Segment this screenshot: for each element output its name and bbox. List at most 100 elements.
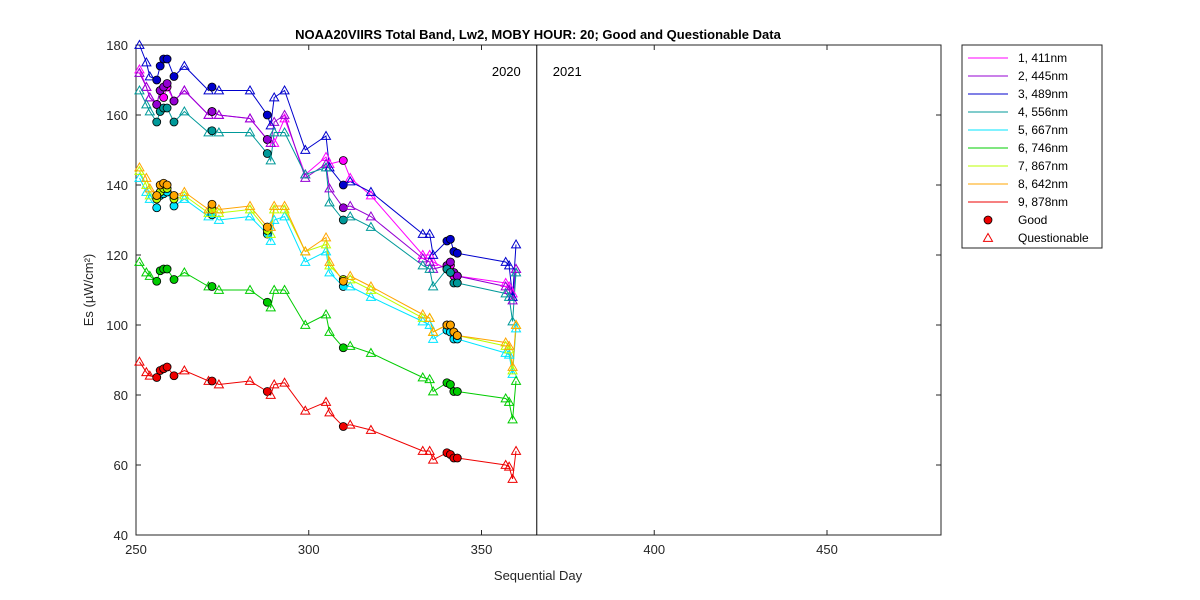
legend-label-9: 9, 878nm [1018,195,1068,209]
data-point-questionable [299,168,311,179]
data-point-questionable [503,340,515,350]
data-point-questionable [265,389,277,399]
data-point-questionable [134,161,145,172]
year-label-2020: 2020 [492,64,521,79]
data-point-good [152,276,162,286]
data-point-questionable [427,454,439,464]
data-point-questionable [507,413,518,424]
data-point-good [162,54,172,64]
data-point-questionable [320,231,332,242]
data-point-questionable [500,277,512,287]
data-point-questionable [417,249,429,259]
data-point-questionable [365,424,377,434]
data-point-questionable [503,461,515,471]
data-point-questionable [213,109,225,119]
data-point-questionable [268,378,280,389]
data-point-questionable [279,284,290,294]
data-point-good [452,248,462,258]
data-point-good [207,199,217,209]
data-point-good [152,117,162,127]
data-point-good [162,264,172,274]
data-point-questionable [134,256,145,266]
data-point-questionable [268,116,280,126]
data-point-good [452,387,462,396]
data-point-questionable [268,284,280,294]
y-tick-label: 60 [114,458,128,473]
data-point-questionable [179,266,190,277]
data-point-questionable [141,172,152,182]
data-point-questionable [244,375,256,385]
data-point-good [162,103,172,113]
data-point-questionable [213,84,225,95]
legend-label-1: 1, 411nm [1018,51,1067,65]
data-point-questionable [265,154,277,165]
data-point-questionable [244,200,256,210]
y-tick-label: 140 [106,178,128,193]
data-point-questionable [344,340,356,350]
legend-label-7: 7, 867nm [1018,159,1068,173]
data-point-questionable [299,144,311,154]
legend-good-marker [983,215,993,225]
data-point-questionable [213,203,225,214]
data-point-questionable [365,210,377,221]
year-label-2021: 2021 [553,64,582,79]
data-point-questionable [179,186,190,196]
data-point-questionable [417,308,429,319]
x-axis-label: Sequential Day [494,568,583,583]
data-point-questionable [424,319,436,329]
legend-questionable-marker [982,232,994,242]
data-point-good [152,100,162,109]
data-point-questionable [141,266,152,277]
x-tick-label: 450 [816,542,838,557]
data-point-questionable [507,315,518,326]
data-point-good [169,371,179,381]
data-point-questionable [268,91,280,102]
data-point-good [159,93,169,102]
data-point-good [169,117,179,127]
data-point-questionable [427,249,439,259]
data-point-questionable [324,196,335,207]
data-point-good [169,96,179,106]
data-point-questionable [244,112,256,123]
data-point-questionable [365,347,377,357]
data-point-questionable [179,364,190,375]
data-point-questionable [427,326,439,336]
data-point-questionable [134,63,145,74]
data-point-questionable [141,179,152,189]
data-point-questionable [417,259,429,270]
data-point-questionable [324,182,335,193]
data-point-good [207,282,217,291]
data-point-questionable [279,126,290,137]
data-point-good [452,278,462,288]
data-point-questionable [141,81,152,91]
data-point-questionable [299,405,311,415]
data-point-questionable [417,228,429,238]
data-point-questionable [503,291,515,301]
data-point-good [445,380,455,389]
data-point-questionable [510,319,522,329]
y-tick-label: 120 [106,248,128,263]
data-point-good [338,156,348,165]
data-point-questionable [299,319,311,329]
data-point-questionable [344,419,356,429]
data-point-questionable [265,301,277,312]
data-point-questionable [424,263,436,273]
data-point-questionable [510,375,522,385]
data-point-good [169,275,179,284]
data-point-questionable [299,245,311,256]
y-axis-label: Es (µW/cm²) [81,254,96,326]
data-point-questionable [144,70,156,81]
data-point-questionable [503,349,515,359]
legend-label-5: 5, 667nm [1018,123,1068,137]
data-point-questionable [179,84,190,95]
data-point-questionable [265,228,277,238]
data-point-questionable [427,280,439,291]
data-point-questionable [365,291,377,301]
data-point-questionable [134,356,145,366]
x-tick-label: 350 [471,542,493,557]
data-point-questionable [141,98,152,109]
data-point-questionable [507,361,518,371]
data-point-good [445,268,455,277]
data-point-questionable [265,221,277,231]
